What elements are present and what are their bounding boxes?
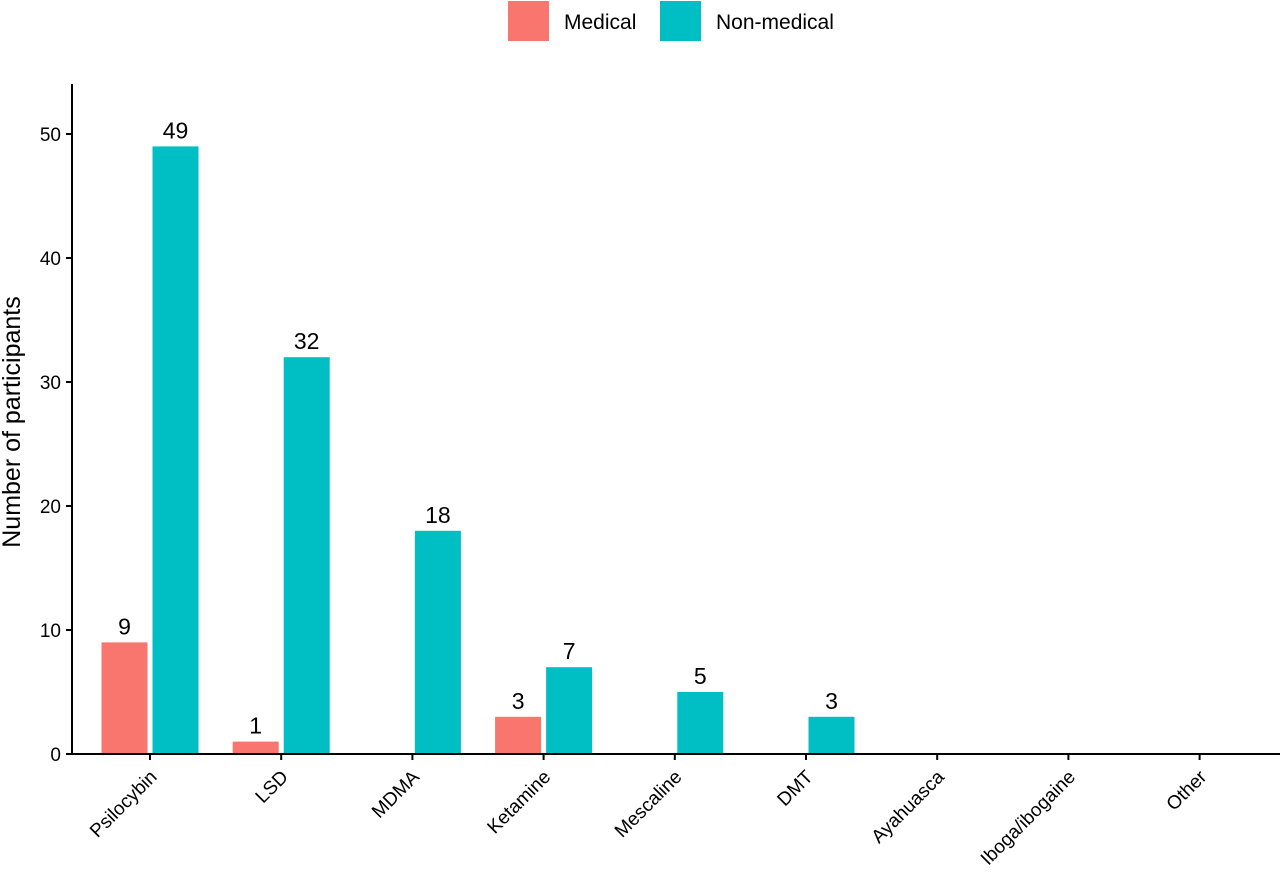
- x-tick-label-iboga-ibogaine: Iboga/ibogaine: [977, 767, 1080, 870]
- data-label-medical-psilocybin: 9: [118, 613, 131, 639]
- data-label-non-medical-lsd: 32: [294, 328, 320, 354]
- x-tick-label-ketamine: Ketamine: [484, 767, 556, 839]
- data-labels: 9 49 1 32 18 3 7 5 3: [118, 117, 838, 738]
- x-ticks: Psilocybin LSD MDMA Ketamine Mescaline DMT Aya…: [86, 754, 1212, 870]
- legend-label-medical: Medical: [564, 11, 636, 34]
- bar-non-medical-mdma: [414, 530, 461, 754]
- data-label-medical-lsd: 1: [249, 713, 262, 739]
- data-label-non-medical-mescaline: 5: [694, 663, 707, 689]
- data-label-non-medical-psilocybin: 49: [163, 117, 189, 143]
- y-tick-label: 10: [40, 621, 61, 642]
- x-tick-label-ayahuasca: Ayahuasca: [868, 766, 949, 847]
- x-tick-label-mescaline: Mescaline: [611, 767, 686, 842]
- y-tick-label: 30: [40, 373, 61, 394]
- y-tick-label: 40: [40, 249, 61, 270]
- bar-non-medical-lsd: [283, 357, 330, 754]
- x-tick-label-lsd: LSD: [252, 767, 293, 808]
- bars: [101, 146, 855, 754]
- data-label-medical-ketamine: 3: [512, 688, 525, 714]
- legend-swatch-medical: [508, 1, 549, 41]
- data-label-non-medical-ketamine: 7: [563, 638, 576, 664]
- y-axis-title: Number of participants: [0, 296, 26, 548]
- data-label-non-medical-mdma: 18: [425, 502, 451, 528]
- x-tick-label-other: Other: [1163, 766, 1212, 815]
- bar-medical-lsd: [232, 741, 279, 754]
- y-tick-label: 50: [40, 125, 61, 146]
- x-tick-label-psilocybin: Psilocybin: [86, 767, 161, 842]
- legend-label-non-medical: Non-medical: [716, 11, 834, 34]
- bar-non-medical-mescaline: [677, 692, 724, 754]
- legend: Medical Non-medical: [508, 1, 834, 41]
- x-tick-label-mdma: MDMA: [368, 766, 424, 822]
- bar-medical-ketamine: [495, 716, 542, 754]
- y-tick-label: 0: [50, 745, 61, 766]
- legend-swatch-non-medical: [660, 1, 701, 41]
- y-tick-label: 20: [40, 497, 61, 518]
- x-tick-label-dmt: DMT: [774, 766, 818, 810]
- bar-medical-psilocybin: [101, 642, 148, 754]
- data-label-non-medical-dmt: 3: [825, 688, 838, 714]
- bar-non-medical-ketamine: [546, 667, 593, 754]
- bar-non-medical-psilocybin: [152, 146, 199, 754]
- bar-non-medical-dmt: [808, 716, 855, 754]
- y-ticks: 0 10 20 30 40 50: [40, 125, 72, 766]
